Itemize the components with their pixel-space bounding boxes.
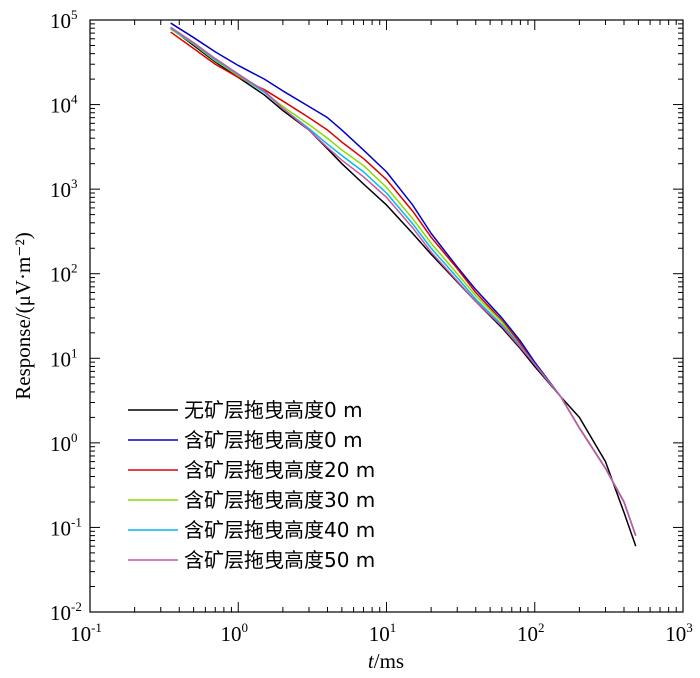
y-tick-exponent: 4	[71, 92, 78, 107]
x-tick-exponent: 3	[686, 620, 693, 635]
y-tick-base: 10	[50, 178, 71, 202]
y-tick-base: 10	[50, 601, 71, 625]
legend-label: 含矿层拖曳高度30 m	[184, 488, 375, 512]
y-tick-base: 10	[50, 9, 71, 33]
x-tick-label: 100	[221, 620, 249, 646]
y-tick-label: 102	[50, 261, 78, 287]
x-axis-label-italic: t	[368, 649, 375, 673]
x-tick-base: 10	[70, 622, 91, 646]
y-tick-base: 10	[50, 347, 71, 371]
legend-item: 含矿层拖曳高度20 m	[128, 458, 375, 482]
x-tick-exponent: 0	[242, 620, 249, 635]
series-line-1	[170, 27, 637, 547]
legend-label: 含矿层拖曳高度50 m	[184, 548, 375, 572]
x-tick-base: 10	[221, 622, 242, 646]
legend-item: 含矿层拖曳高度50 m	[128, 548, 375, 572]
y-tick-label: 104	[50, 92, 78, 118]
axis-ticks	[89, 19, 684, 613]
y-tick-base: 10	[50, 263, 71, 287]
legend-item: 含矿层拖曳高度0 m	[128, 428, 363, 452]
x-tick-label: 101	[369, 620, 397, 646]
legend-label: 含矿层拖曳高度0 m	[184, 428, 363, 452]
x-tick-label: 10-1	[70, 620, 102, 646]
x-tick-exponent: 2	[538, 620, 545, 635]
legend-item: 含矿层拖曳高度40 m	[128, 518, 375, 542]
y-tick-label: 101	[50, 345, 78, 371]
y-tick-exponent: -1	[71, 514, 82, 529]
y-axis-label: Response/(μV·m⁻²)	[11, 232, 35, 399]
x-tick-label: 102	[517, 620, 545, 646]
legend: 无矿层拖曳高度0 m 含矿层拖曳高度0 m 含矿层拖曳高度20 m 含矿层拖曳高度30…	[128, 398, 375, 572]
plot-area-frame	[89, 19, 684, 613]
series-lines	[170, 22, 637, 547]
y-tick-exponent: 5	[71, 7, 78, 22]
x-tick-label: 103	[665, 620, 693, 646]
x-tick-exponent: -1	[91, 620, 102, 635]
y-tick-label: 103	[50, 176, 78, 202]
y-tick-base: 10	[50, 516, 71, 540]
x-tick-exponent: 1	[390, 620, 397, 635]
y-tick-label: 10-1	[50, 514, 82, 540]
legend-item: 无矿层拖曳高度0 m	[128, 398, 363, 422]
y-tick-exponent: 3	[71, 176, 78, 191]
legend-label: 含矿层拖曳高度20 m	[184, 458, 375, 482]
x-axis-label-rest: /ms	[374, 649, 404, 673]
y-tick-label: 10-2	[50, 599, 82, 625]
x-tick-base: 10	[369, 622, 390, 646]
y-tick-label: 100	[50, 430, 78, 456]
x-axis-label: t/ms	[368, 649, 404, 673]
y-tick-exponent: 0	[71, 430, 78, 445]
legend-label: 含矿层拖曳高度40 m	[184, 518, 375, 542]
y-tick-base: 10	[50, 94, 71, 118]
y-tick-exponent: 2	[71, 261, 78, 276]
x-tick-base: 10	[517, 622, 538, 646]
series-line-6	[170, 26, 637, 536]
tick-labels: 10-1 100 101 102 10310-210-11001011021031041…	[50, 7, 693, 646]
y-tick-exponent: 1	[71, 345, 78, 360]
y-tick-base: 10	[50, 432, 71, 456]
legend-item: 含矿层拖曳高度30 m	[128, 488, 375, 512]
legend-label: 无矿层拖曳高度0 m	[184, 398, 363, 422]
y-tick-label: 105	[50, 7, 78, 33]
x-tick-base: 10	[665, 622, 686, 646]
y-tick-exponent: -2	[71, 599, 82, 614]
